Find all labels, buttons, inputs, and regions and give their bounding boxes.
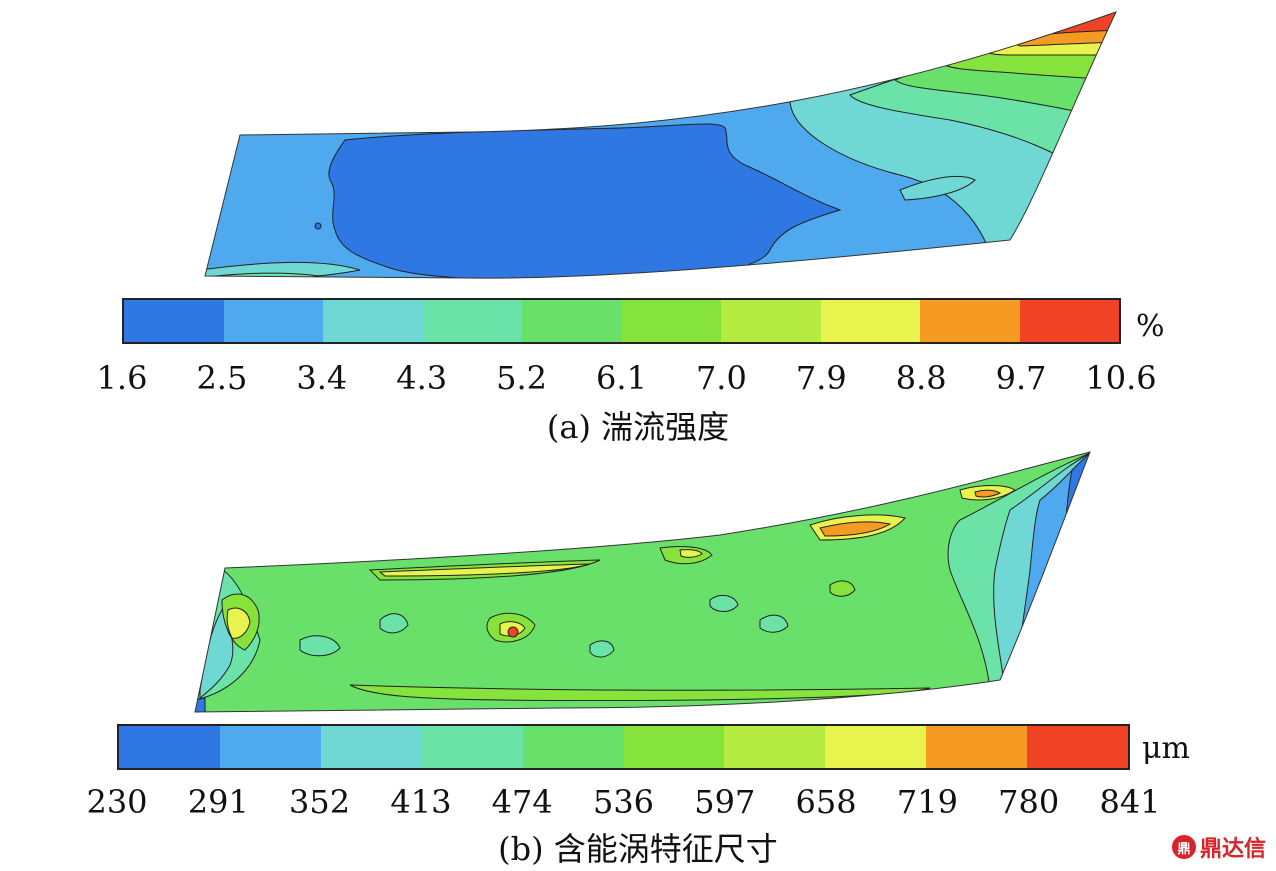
tick-label: 291 <box>187 783 249 821</box>
colorbar-seg-5 <box>522 300 622 342</box>
colorbar-seg-8 <box>825 726 927 768</box>
colorbar-seg-6 <box>621 300 721 342</box>
eddy-scale-colorbar <box>117 724 1130 770</box>
colorbar-seg-1 <box>119 726 220 768</box>
colorbar-unit-a: % <box>1136 309 1165 344</box>
colorbar-seg-9 <box>926 726 1028 768</box>
colorbar-seg-4 <box>421 726 523 768</box>
colorbar-seg-7 <box>724 726 826 768</box>
tick-label: 780 <box>998 783 1060 821</box>
caption-b: (b) 含能涡特征尺寸 <box>498 830 778 868</box>
tick-label: 4.3 <box>396 359 448 397</box>
tick-label: 841 <box>1099 783 1161 821</box>
ding-logo-icon: 鼎 <box>1171 835 1196 859</box>
colorbar-seg-1 <box>124 300 224 342</box>
tick-label: 597 <box>694 783 756 821</box>
tick-label: 7.0 <box>695 359 747 397</box>
colorbar-seg-4 <box>422 300 522 342</box>
colorbar-seg-2 <box>219 726 321 768</box>
tick-label: 413 <box>390 783 452 821</box>
colorbar-seg-3 <box>320 726 422 768</box>
tick-label: 474 <box>491 783 553 821</box>
tick-label: 1.6 <box>96 359 148 397</box>
colorbar-seg-8 <box>820 300 920 342</box>
colorbar-unit-b: μm <box>1142 731 1190 766</box>
tick-label: 9.7 <box>995 359 1047 397</box>
watermark-text: 鼎达信 <box>1199 837 1266 862</box>
tick-label: 658 <box>795 783 857 821</box>
tick-label: 230 <box>86 783 148 821</box>
tick-label: 5.2 <box>496 359 548 397</box>
colorbar-ticks-b: 230 291 352 413 474 536 597 658 719 780 … <box>86 783 1160 821</box>
colorbar-seg-10 <box>1019 300 1119 342</box>
colorbar-seg-9 <box>920 300 1020 342</box>
turbulence-colorbar <box>122 298 1121 344</box>
tick-label: 8.8 <box>895 359 947 397</box>
colorbar-seg-6 <box>623 726 725 768</box>
tick-label: 3.4 <box>296 359 348 397</box>
tick-label: 352 <box>289 783 351 821</box>
tick-label: 536 <box>592 783 655 821</box>
colorbar-seg-5 <box>522 726 624 768</box>
tick-label: 6.1 <box>596 359 647 397</box>
colorbar-seg-3 <box>323 300 423 342</box>
colorbar-seg-7 <box>721 300 821 342</box>
watermark-logo: 鼎 鼎达信 <box>1171 831 1266 863</box>
tick-label: 719 <box>896 783 958 821</box>
colorbar-seg-10 <box>1027 726 1129 768</box>
colorbar-ticks-a: 1.6 2.5 3.4 4.3 5.2 6.1 7.0 7.9 8.8 9.7 … <box>97 359 1157 397</box>
caption-a: (a) 湍流强度 <box>546 408 730 446</box>
tick-label: 2.5 <box>196 359 248 397</box>
colorbar-seg-2 <box>223 300 323 342</box>
tick-label: 7.9 <box>795 359 847 397</box>
tick-label: 10.6 <box>1085 359 1157 397</box>
